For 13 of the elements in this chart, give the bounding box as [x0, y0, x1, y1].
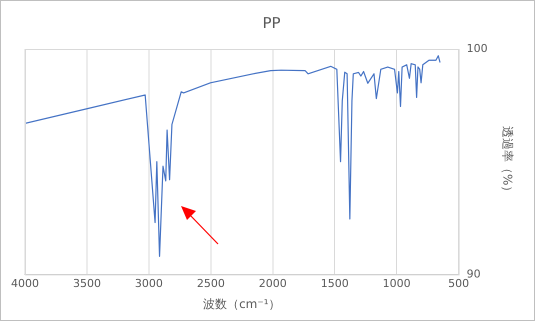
x-tick-label: 1000: [382, 276, 411, 290]
x-tick-label: 2500: [196, 276, 225, 290]
chart-title: PP: [262, 14, 281, 32]
y-axis-title: 透過率（%）: [500, 126, 515, 198]
y-tick-label: 90: [466, 267, 481, 280]
x-tick-label: 2000: [258, 276, 287, 290]
x-tick-label: 3500: [72, 276, 101, 290]
x-tick-label: 500: [448, 276, 470, 290]
x-axis-title: 波数（cm⁻¹）: [203, 296, 281, 311]
x-tick-label: 1500: [320, 276, 349, 290]
y-tick-label: 100: [466, 42, 488, 55]
x-tick-label: 4000: [11, 276, 39, 290]
x-tick-label: 3000: [134, 276, 163, 290]
